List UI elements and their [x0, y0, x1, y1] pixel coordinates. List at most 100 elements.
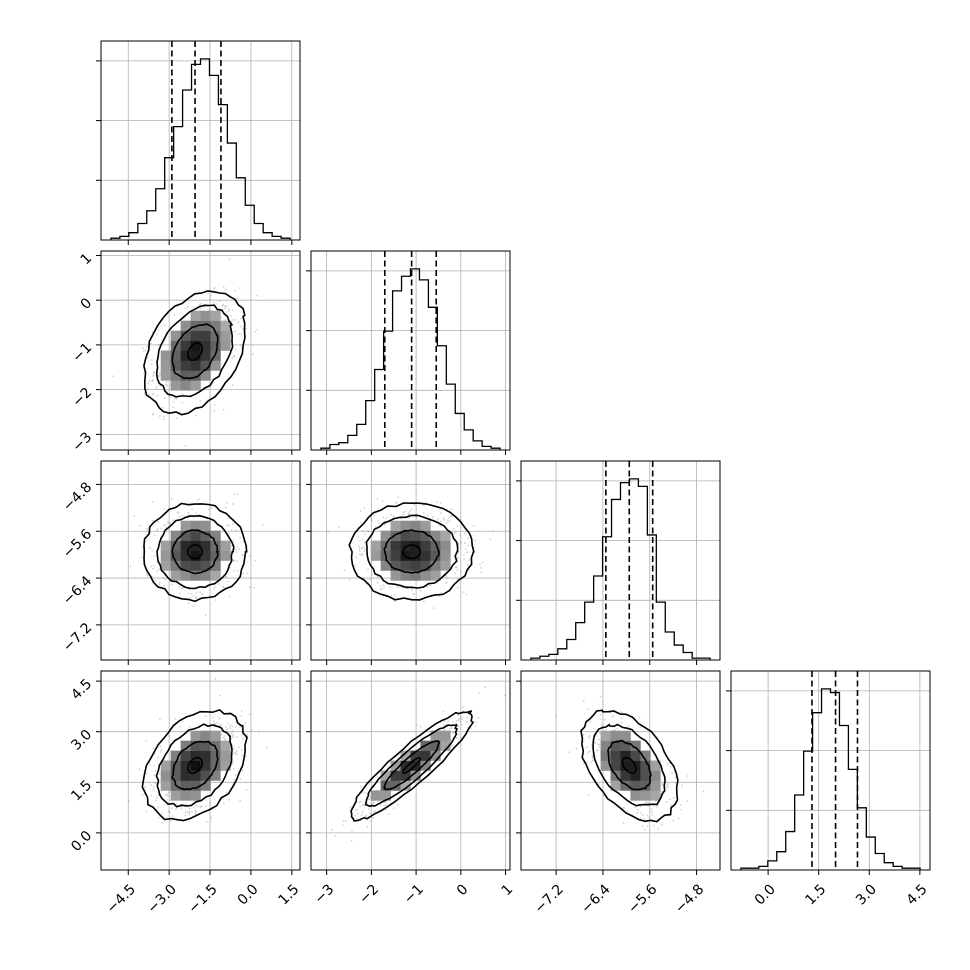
density-cell [380, 790, 391, 801]
density-cell [650, 780, 661, 791]
density-cell [630, 750, 641, 761]
density-cell [610, 730, 621, 741]
density-cell [390, 570, 401, 581]
density-cell [170, 570, 181, 581]
panel-content [101, 461, 300, 660]
density-cell [390, 560, 401, 571]
density-cell [160, 360, 171, 371]
density-cell [220, 320, 231, 331]
x-tick-label-3-3: 4.5 [904, 881, 931, 908]
density-cell [200, 530, 211, 541]
density-cell [420, 540, 431, 551]
contour-level-1 [171, 323, 219, 380]
density-cell [400, 570, 411, 581]
density-cell [210, 530, 221, 541]
density-cell [190, 380, 201, 391]
density-cell [640, 760, 651, 771]
density-cell [210, 320, 221, 331]
density-cell [170, 540, 181, 551]
density-cell [610, 760, 621, 771]
density-cell [200, 520, 211, 531]
contour-level-1 [383, 739, 440, 791]
density-cell [600, 760, 611, 771]
density-cell [200, 540, 211, 551]
panel-frame [310, 460, 511, 661]
density-cell [220, 330, 231, 341]
density-cell [210, 750, 221, 761]
panel-frame [520, 670, 721, 871]
density-cell [430, 540, 441, 551]
density-cell [180, 570, 191, 581]
y-tick-label-2-3: −4.8 [60, 479, 95, 514]
density-cell [630, 740, 641, 751]
density-cell [190, 360, 201, 371]
density-cell [620, 780, 631, 791]
density-cell [190, 790, 201, 801]
density-cell [220, 540, 231, 551]
x-tick-label-1-2: −1 [401, 881, 427, 907]
density-cell [430, 730, 441, 741]
density-cell [210, 550, 221, 561]
density-cell [650, 770, 661, 781]
y-tick-label-1-2: −1 [69, 340, 95, 366]
density-cell [180, 380, 191, 391]
hist-panel-1 [306, 250, 511, 451]
density-cell [420, 530, 431, 541]
density-cell [220, 750, 231, 761]
contour-level-0 [187, 757, 203, 774]
density-cell [370, 790, 381, 801]
y-tick-label-2-1: −6.4 [60, 573, 95, 608]
density-cell [380, 560, 391, 571]
panel-background [731, 671, 930, 870]
density-cell [410, 550, 421, 561]
pair-panel-2-0 [96, 460, 301, 665]
density-cell [190, 310, 201, 321]
density-cell [180, 350, 191, 361]
density-cell [620, 760, 631, 771]
density-cell [200, 330, 211, 341]
density-cell [410, 770, 421, 781]
density-cell [200, 560, 211, 571]
density-cell [200, 350, 211, 361]
pair-panel-3-0 [96, 670, 301, 875]
y-tick-label-2-0: −7.2 [60, 620, 95, 655]
density-cell [180, 320, 191, 331]
density-cell [370, 540, 381, 551]
panel-frame [310, 670, 511, 871]
density-cell [190, 730, 201, 741]
density-cell [200, 770, 211, 781]
density-cell [610, 780, 621, 791]
density-cell [400, 770, 411, 781]
density-cell [180, 520, 191, 531]
density-cell [620, 770, 631, 781]
x-tick-label-3-1: 1.5 [802, 881, 829, 908]
density-cell [180, 540, 191, 551]
contour-level-1 [171, 740, 219, 791]
density-cell [210, 540, 221, 551]
density-cell [200, 340, 211, 351]
density-cell [170, 790, 181, 801]
density-cell [180, 780, 191, 791]
contour-level-1 [383, 529, 441, 574]
hist-panel-0 [96, 40, 301, 241]
x-tick-label-3-2: 3.0 [853, 881, 880, 908]
density-cell [160, 540, 171, 551]
density-cell [170, 350, 181, 361]
panel-content [311, 461, 510, 660]
density-cell [440, 550, 451, 561]
density-cell [190, 330, 201, 341]
x-tick-label-1-0: −3 [311, 881, 337, 907]
contour-level-0 [621, 757, 637, 774]
x-tick-label-2-2: −5.6 [625, 881, 660, 916]
panel-background [101, 41, 300, 240]
density-cell [160, 560, 171, 571]
density-cell [400, 530, 411, 541]
density-cell [220, 340, 231, 351]
density-cell [200, 360, 211, 371]
x-tick-label-0-2: −1.5 [185, 881, 220, 916]
contour-level-2 [155, 723, 233, 808]
density-cell [620, 740, 631, 751]
density-cell [190, 550, 201, 561]
density-cell [440, 560, 451, 571]
